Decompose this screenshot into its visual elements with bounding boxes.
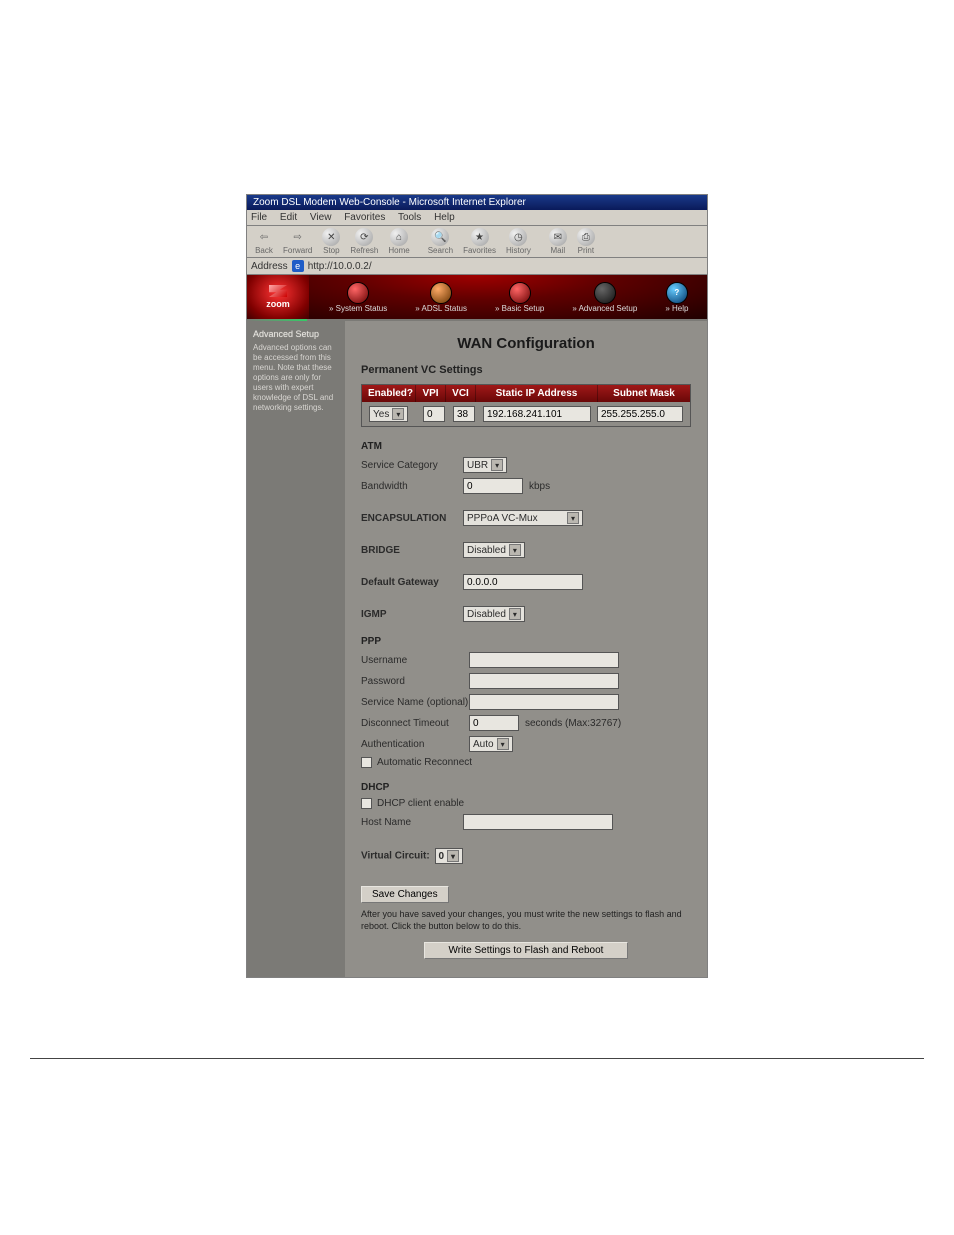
- virtual-circuit-select[interactable]: 0▾: [435, 848, 464, 864]
- enabled-select[interactable]: Yes▾: [369, 406, 408, 422]
- menu-file[interactable]: File: [251, 212, 267, 223]
- dropdown-arrow-icon: ▾: [497, 738, 509, 750]
- sidebar-text: Advanced options can be accessed from th…: [253, 343, 339, 413]
- disconnect-timeout-label: Disconnect Timeout: [361, 718, 469, 729]
- menu-tools[interactable]: Tools: [398, 212, 421, 223]
- dhcp-client-label: DHCP client enable: [377, 798, 464, 809]
- browser-toolbar: ⇦Back ⇨Forward ✕Stop ⟳Refresh ⌂Home 🔍Sea…: [247, 226, 707, 258]
- print-button[interactable]: ⎙Print: [577, 228, 595, 255]
- disconnect-timeout-input[interactable]: [469, 715, 519, 731]
- home-button[interactable]: ⌂Home: [388, 228, 409, 255]
- vc-table: Enabled? VPI VCI Static IP Address Subne…: [361, 384, 691, 427]
- page-divider: [30, 1058, 924, 1059]
- menu-view[interactable]: View: [310, 212, 332, 223]
- history-button[interactable]: ◷History: [506, 228, 531, 255]
- back-button[interactable]: ⇦Back: [255, 228, 273, 255]
- page-title: WAN Configuration: [361, 335, 691, 352]
- nav-basic-setup[interactable]: » Basic Setup: [495, 282, 544, 313]
- vpi-input[interactable]: [423, 406, 445, 422]
- default-gateway-label: Default Gateway: [361, 577, 463, 588]
- auto-reconnect-checkbox[interactable]: [361, 757, 372, 768]
- menu-help[interactable]: Help: [434, 212, 455, 223]
- username-input[interactable]: [469, 652, 619, 668]
- ie-icon: e: [292, 260, 304, 272]
- encapsulation-select[interactable]: PPPoA VC-Mux▾: [463, 510, 583, 526]
- nav-adsl-status[interactable]: » ADSL Status: [415, 282, 467, 313]
- bridge-label: BRIDGE: [361, 545, 463, 556]
- window-titlebar: Zoom DSL Modem Web-Console - Microsoft I…: [247, 195, 707, 210]
- disconnect-timeout-hint: seconds (Max:32767): [525, 718, 621, 729]
- col-vci: VCI: [446, 385, 476, 402]
- page-content: zoom » System Status » ADSL Status » Bas…: [247, 275, 707, 977]
- menu-edit[interactable]: Edit: [280, 212, 297, 223]
- static-ip-input[interactable]: [483, 406, 591, 422]
- atm-label: ATM: [361, 441, 691, 452]
- address-label: Address: [251, 261, 288, 272]
- username-label: Username: [361, 655, 469, 666]
- encapsulation-label: ENCAPSULATION: [361, 513, 463, 524]
- menu-favorites[interactable]: Favorites: [344, 212, 385, 223]
- zoom-logo: zoom: [247, 275, 309, 319]
- bridge-select[interactable]: Disabled▾: [463, 542, 525, 558]
- bandwidth-input[interactable]: [463, 478, 523, 494]
- host-name-label: Host Name: [361, 817, 463, 828]
- refresh-button[interactable]: ⟳Refresh: [350, 228, 378, 255]
- col-mask: Subnet Mask: [598, 385, 690, 402]
- col-vpi: VPI: [416, 385, 446, 402]
- main-panel: WAN Configuration Permanent VC Settings …: [345, 321, 707, 977]
- igmp-label: IGMP: [361, 609, 463, 620]
- auto-reconnect-label: Automatic Reconnect: [377, 757, 472, 768]
- dropdown-arrow-icon: ▾: [491, 459, 503, 471]
- password-label: Password: [361, 676, 469, 687]
- pvc-heading: Permanent VC Settings: [361, 364, 691, 376]
- service-name-label: Service Name (optional): [361, 697, 469, 708]
- top-banner: zoom » System Status » ADSL Status » Bas…: [247, 275, 707, 319]
- col-enabled: Enabled?: [362, 385, 416, 402]
- default-gateway-input[interactable]: [463, 574, 583, 590]
- address-bar: Address e http://10.0.0.2/: [247, 258, 707, 275]
- dropdown-arrow-icon: ▾: [509, 544, 521, 556]
- dropdown-arrow-icon: ▾: [392, 408, 404, 420]
- subnet-mask-input[interactable]: [597, 406, 683, 422]
- write-reboot-button[interactable]: Write Settings to Flash and Reboot: [424, 942, 629, 959]
- service-category-label: Service Category: [361, 460, 463, 471]
- dhcp-label: DHCP: [361, 782, 691, 793]
- save-note: After you have saved your changes, you m…: [361, 909, 691, 932]
- save-changes-button[interactable]: Save Changes: [361, 886, 449, 903]
- col-ip: Static IP Address: [476, 385, 598, 402]
- nav-advanced-setup[interactable]: » Advanced Setup: [572, 282, 637, 313]
- browser-window: Zoom DSL Modem Web-Console - Microsoft I…: [246, 194, 708, 978]
- nav-system-status[interactable]: » System Status: [329, 282, 387, 313]
- menubar: File Edit View Favorites Tools Help: [247, 210, 707, 226]
- sidebar-heading: Advanced Setup: [253, 329, 339, 340]
- dropdown-arrow-icon: ▾: [567, 512, 579, 524]
- sidebar: Advanced Setup Advanced options can be a…: [247, 321, 345, 977]
- dropdown-arrow-icon: ▾: [447, 850, 459, 862]
- service-name-input[interactable]: [469, 694, 619, 710]
- host-name-input[interactable]: [463, 814, 613, 830]
- authentication-label: Authentication: [361, 739, 469, 750]
- address-value[interactable]: http://10.0.0.2/: [308, 261, 372, 272]
- stop-button[interactable]: ✕Stop: [322, 228, 340, 255]
- service-category-select[interactable]: UBR▾: [463, 457, 507, 473]
- virtual-circuit-label: Virtual Circuit:: [361, 851, 430, 862]
- dropdown-arrow-icon: ▾: [509, 608, 521, 620]
- dhcp-client-checkbox[interactable]: [361, 798, 372, 809]
- igmp-select[interactable]: Disabled▾: [463, 606, 525, 622]
- bandwidth-label: Bandwidth: [361, 481, 463, 492]
- authentication-select[interactable]: Auto▾: [469, 736, 513, 752]
- password-input[interactable]: [469, 673, 619, 689]
- nav-help[interactable]: ?» Help: [665, 282, 688, 313]
- bandwidth-unit: kbps: [529, 481, 550, 492]
- ppp-label: PPP: [361, 636, 691, 647]
- mail-button[interactable]: ✉Mail: [549, 228, 567, 255]
- forward-button[interactable]: ⇨Forward: [283, 228, 312, 255]
- favorites-button[interactable]: ★Favorites: [463, 228, 496, 255]
- vci-input[interactable]: [453, 406, 475, 422]
- search-button[interactable]: 🔍Search: [428, 228, 453, 255]
